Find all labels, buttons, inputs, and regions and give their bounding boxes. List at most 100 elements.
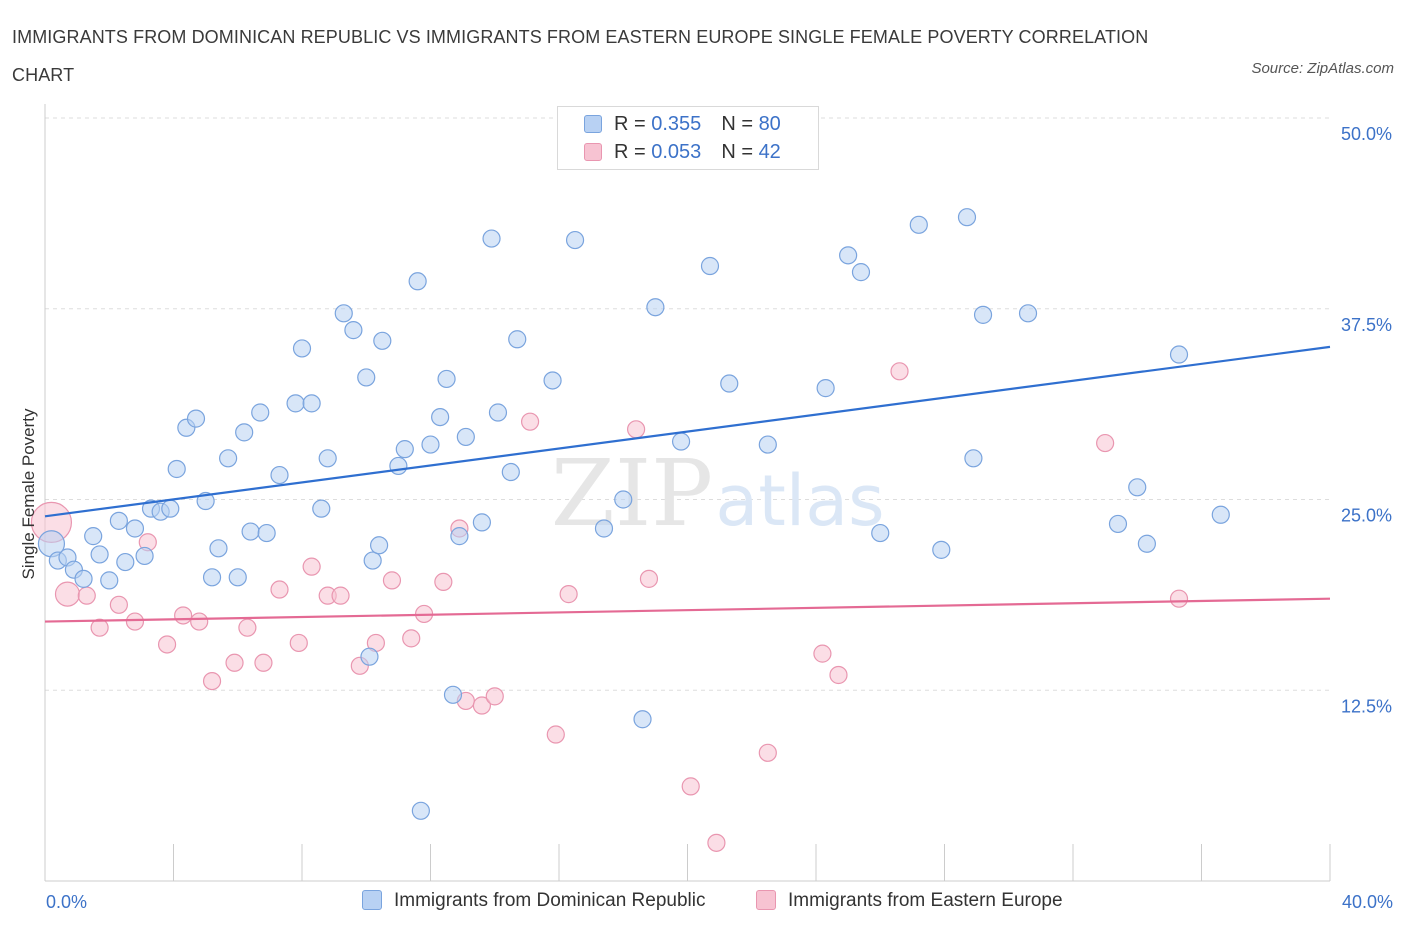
data-point-dominican-republic: [816, 379, 835, 398]
data-point-dominican-republic: [135, 546, 154, 566]
data-point-dominican-republic: [1211, 505, 1230, 524]
tick-labels: 12.5% 25.0% 37.5% 50.0% 0.0% 40.0%: [46, 124, 1393, 912]
data-point-eastern-europe: [270, 580, 289, 599]
data-point-dominican-republic: [594, 519, 614, 538]
data-point-eastern-europe: [77, 586, 96, 605]
pink-swatch: [584, 143, 602, 161]
data-point-dominican-republic: [90, 545, 109, 564]
data-point-eastern-europe: [54, 581, 81, 607]
data-point-dominican-republic: [421, 435, 440, 454]
data-point-eastern-europe: [707, 833, 726, 852]
watermark: ZIP atlas: [551, 440, 885, 547]
data-point-eastern-europe: [559, 585, 578, 604]
data-point-dominican-republic: [839, 246, 858, 265]
data-point-dominican-republic: [318, 449, 337, 468]
correlation-legend: R = 0.355 N = 80 R = 0.053 N = 42: [557, 106, 819, 170]
series-dominican-republic: [37, 208, 1230, 820]
data-point-eastern-europe: [813, 644, 832, 663]
data-point-dominican-republic: [84, 527, 103, 546]
data-point-eastern-europe: [202, 671, 222, 691]
data-point-dominican-republic: [186, 409, 206, 428]
data-point-eastern-europe: [829, 665, 848, 685]
data-point-eastern-europe: [1169, 589, 1189, 608]
data-point-dominican-republic: [957, 208, 977, 227]
data-point-dominican-republic: [373, 331, 392, 350]
data-point-eastern-europe: [225, 653, 244, 672]
data-point-dominican-republic: [871, 523, 890, 543]
x-tick-label: 40.0%: [1342, 892, 1393, 912]
blue-swatch: [362, 890, 382, 910]
data-point-dominican-republic: [964, 449, 983, 468]
data-point-dominican-republic: [286, 394, 305, 413]
data-point-dominican-republic: [395, 440, 414, 459]
trend-line-eastern-europe: [44, 597, 1331, 623]
legend-n-value: 42: [758, 141, 781, 163]
source-label: Source: ZipAtlas.com: [1251, 60, 1394, 77]
data-point-eastern-europe: [434, 572, 453, 592]
data-point-dominican-republic: [633, 710, 652, 729]
data-point-dominican-republic: [932, 540, 951, 559]
axes: [44, 104, 1331, 882]
trend-line-dominican-republic: [44, 345, 1331, 518]
data-point-dominican-republic: [209, 539, 228, 558]
data-point-eastern-europe: [520, 412, 540, 431]
data-point-dominican-republic: [411, 801, 430, 820]
data-point-eastern-europe: [190, 612, 209, 631]
data-point-dominican-republic: [450, 527, 469, 546]
data-point-dominican-republic: [334, 304, 353, 323]
y-tick-label: 25.0%: [1341, 506, 1392, 526]
chart-title: IMMIGRANTS FROM DOMINICAN REPUBLIC VS IM…: [12, 27, 1149, 85]
data-point-dominican-republic: [389, 456, 408, 476]
data-point-dominican-republic: [671, 432, 691, 451]
data-point-dominican-republic: [251, 403, 270, 422]
data-point-eastern-europe: [302, 557, 321, 576]
x-tick-label: 0.0%: [46, 892, 87, 912]
data-point-dominican-republic: [508, 330, 527, 349]
data-point-dominican-republic: [456, 427, 475, 447]
data-point-dominican-republic: [1108, 514, 1128, 534]
trend-lines: [44, 345, 1331, 623]
legend-n-label: N =: [721, 141, 759, 163]
legend-row-eastern-europe: R = 0.053 N = 42: [584, 138, 781, 166]
data-point-eastern-europe: [402, 629, 421, 648]
data-point-eastern-europe: [758, 743, 777, 762]
blue-swatch: [584, 115, 602, 133]
data-point-dominican-republic: [472, 513, 491, 532]
data-point-eastern-europe: [472, 696, 491, 715]
data-point-dominican-republic: [437, 369, 456, 389]
data-point-eastern-europe: [157, 635, 177, 654]
data-point-eastern-europe: [890, 362, 909, 381]
data-point-eastern-europe: [90, 618, 109, 637]
data-point-dominican-republic: [488, 403, 508, 422]
grid: [45, 117, 1330, 691]
data-point-dominican-republic: [700, 256, 720, 276]
watermark-atlas: atlas: [715, 460, 884, 542]
data-point-dominican-republic: [482, 229, 501, 248]
data-point-eastern-europe: [626, 420, 646, 439]
data-point-dominican-republic: [219, 449, 238, 468]
watermark-zip: ZIP: [551, 440, 713, 547]
data-point-dominican-republic: [125, 519, 145, 538]
data-point-dominican-republic: [116, 552, 135, 572]
data-point-dominican-republic: [357, 368, 376, 387]
data-point-eastern-europe: [546, 725, 565, 744]
data-point-dominican-republic: [646, 298, 665, 317]
data-point-dominican-republic: [1137, 534, 1156, 553]
data-point-eastern-europe: [331, 586, 350, 605]
data-point-dominican-republic: [443, 685, 463, 704]
legend-row-dominican: R = 0.355 N = 80: [584, 110, 781, 138]
legend-n-value: 80: [758, 113, 781, 135]
bottom-legend-label: Immigrants from Eastern Europe: [788, 890, 1063, 911]
data-point-dominican-republic: [74, 569, 93, 588]
data-point-eastern-europe: [125, 612, 145, 631]
data-point-dominican-republic: [501, 462, 520, 482]
legend-n-label: N =: [721, 113, 759, 135]
data-point-eastern-europe: [174, 606, 193, 625]
data-point-dominican-republic: [1018, 304, 1038, 323]
data-point-dominican-republic: [161, 499, 180, 518]
bottom-legend-dominican: Immigrants from Dominican Republic: [362, 886, 706, 916]
legend-r-value: 0.355: [651, 113, 702, 135]
series-eastern-europe: [30, 362, 1189, 852]
data-point-dominican-republic: [431, 407, 450, 427]
